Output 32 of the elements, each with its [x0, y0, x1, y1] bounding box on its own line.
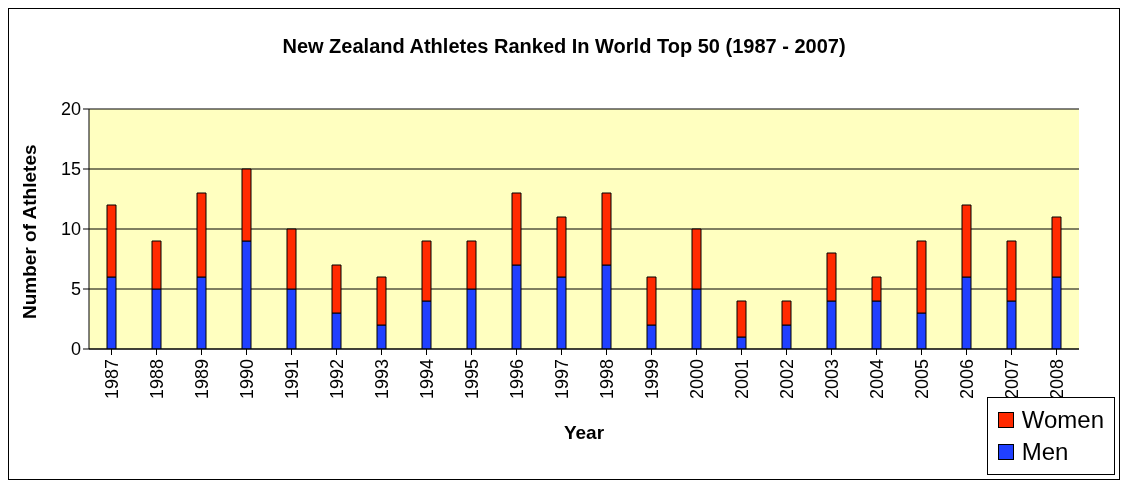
y-tick-label: 10 — [60, 219, 81, 240]
x-tick-label: 1999 — [642, 359, 663, 400]
x-tick-label: 2001 — [732, 359, 753, 400]
x-tick-label: 2000 — [687, 359, 708, 400]
y-tick-label: 15 — [60, 159, 81, 180]
x-tick-label: 2003 — [822, 359, 843, 400]
x-tick-label: 1996 — [507, 359, 528, 400]
x-tick-label: 1992 — [327, 359, 348, 400]
x-tick-label: 2004 — [867, 359, 888, 400]
x-tick-label: 2006 — [957, 359, 978, 400]
x-tick-label: 1997 — [552, 359, 573, 400]
x-tick-label: 1994 — [417, 359, 438, 400]
x-tick-label: 2007 — [1002, 359, 1023, 400]
y-tick-label: 0 — [70, 339, 81, 360]
y-tick-label: 5 — [70, 279, 81, 300]
x-tick-label: 1988 — [147, 359, 168, 400]
legend-label: Men — [1021, 438, 1069, 466]
legend-label: Women — [1021, 406, 1104, 434]
y-tick-label: 20 — [60, 99, 81, 120]
x-tick-label: 1995 — [462, 359, 483, 400]
x-tick-label: 1998 — [597, 359, 618, 400]
x-tick-label: 1990 — [237, 359, 258, 400]
x-tick-label: 1993 — [372, 359, 393, 400]
x-tick-label: 1989 — [192, 359, 213, 400]
x-tick-label: 2002 — [777, 359, 798, 400]
x-tick-label: 2008 — [1047, 359, 1068, 400]
x-axis-title: Year — [563, 422, 605, 443]
chart-title: New Zealand Athletes Ranked In World Top 50 (1987 - 2007) — [281, 35, 847, 58]
x-tick-label: 1991 — [282, 359, 303, 400]
y-axis-title: Number of Athletes — [18, 144, 40, 319]
x-tick-label: 2005 — [912, 359, 933, 400]
x-tick-label: 1987 — [102, 359, 123, 400]
